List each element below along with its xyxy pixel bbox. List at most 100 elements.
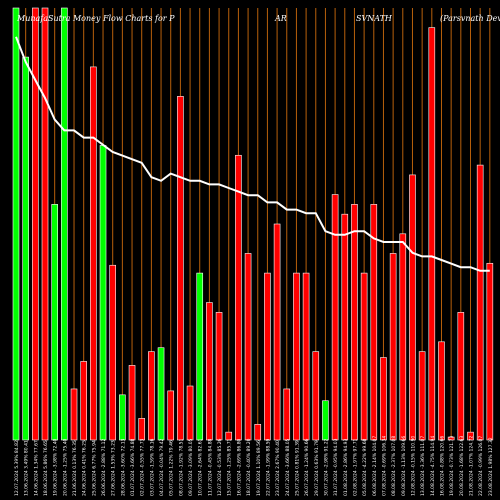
x-tick-label: 02.07.2024 -0.55% 77.73 — [140, 438, 146, 496]
x-tick-label: 19.08.2024 -0.73% 121.73 — [449, 436, 455, 496]
flow-bar — [32, 7, 39, 441]
x-tick-label: 12.07.2024 -0.53% 85.26 — [217, 438, 223, 496]
chart-title-part-2: AR — [275, 14, 287, 23]
x-tick-label: 24.07.2024 -3.66% 88.05 — [285, 438, 291, 496]
flow-bar — [99, 145, 107, 441]
x-tick-label: 04.07.2024 -0.04% 79.42 — [159, 438, 165, 496]
price-line — [15, 36, 490, 272]
x-tick-label: 20.06.2024 -1.25% 75.40 — [62, 438, 68, 496]
x-tick-label: 18.06.2024 5.86% 76.65 — [43, 440, 49, 496]
flow-bar — [264, 272, 271, 441]
x-tick-label: 27.06.2024 1.53% 73.23 — [111, 440, 117, 496]
x-tick-label: 12.08.2024 -0.15% 110.90 — [410, 436, 416, 496]
flow-bar — [22, 56, 29, 441]
flow-bar — [215, 312, 223, 441]
flow-bar — [244, 253, 252, 441]
x-tick-label: 16.07.2024 -2.69% 86.80 — [236, 438, 242, 496]
flow-bar — [273, 223, 281, 441]
x-tick-label: 11.07.2024 -0.45% 84.88 — [207, 438, 213, 496]
flow-bar — [438, 341, 445, 441]
x-tick-label: 20.08.2024 -1.68% 122.63 — [459, 436, 465, 496]
flow-bar — [12, 7, 20, 441]
flow-bar — [331, 194, 339, 441]
flow-bar — [418, 351, 426, 441]
flow-bar — [428, 27, 436, 441]
x-tick-label: 21.08.2024 -1.07% 124.72 — [468, 436, 474, 496]
x-tick-label: 24.06.2024 0.41% 76.25 — [82, 440, 88, 496]
x-tick-label: 08.07.2024 -1.92% 78.51 — [178, 438, 184, 496]
flow-bar — [457, 312, 465, 441]
chart-title-part-3: SVNATH — [356, 14, 392, 23]
x-tick-label: 07.08.2024 -0.69% 106.34 — [381, 436, 387, 496]
flow-bar — [360, 272, 368, 441]
flow-bar — [70, 388, 78, 441]
flow-bar — [476, 164, 484, 441]
flow-bar — [138, 418, 146, 441]
flow-bar — [109, 264, 116, 441]
flow-bar — [293, 272, 300, 441]
flow-bar — [61, 7, 68, 441]
x-tick-label: 22.08.2024 -0.99% 126.07 — [478, 436, 484, 496]
flow-bar — [186, 385, 194, 441]
x-tick-label: 25.07.2024 0.81% 91.39 — [294, 440, 300, 496]
x-tick-label: 15.07.2024 -1.25% 85.71 — [227, 438, 233, 496]
x-tick-label: 29.07.2024 0.63% 91.79 — [314, 440, 320, 496]
flow-bar — [90, 66, 97, 441]
x-tick-label: 25.06.2024 6.77% 75.94 — [91, 440, 97, 496]
x-tick-label: 28.06.2024 -3.60% 72.13 — [120, 438, 126, 496]
x-tick-label: 31.07.2024 -0.95% 94.03 — [333, 438, 339, 496]
x-tick-label: 06.08.2024 -2.14% 104.07 — [372, 436, 378, 496]
flow-bar — [351, 204, 358, 441]
flow-bar — [235, 154, 242, 441]
flow-bar — [283, 388, 291, 441]
x-tick-label: 09.08.2024 -1.13% 109.66 — [401, 436, 407, 496]
flow-bar — [41, 7, 49, 441]
x-tick-label: 26.07.2024 -1.24% 90.66 — [304, 438, 310, 496]
flow-bar — [302, 272, 310, 441]
flow-bar — [380, 357, 387, 441]
flow-bar — [486, 262, 494, 441]
x-tick-label: 01.08.2024 -2.86% 94.93 — [343, 438, 349, 496]
x-tick-label: 01.07.2024 -3.66% 74.88 — [130, 438, 136, 496]
x-tick-label: 19.07.2024 1.10% 89.56 — [256, 440, 262, 496]
chart-title-part-1: MunafaSutra Money Flow Charts for P — [17, 14, 175, 23]
flow-bar — [148, 351, 155, 441]
flow-bar — [225, 431, 233, 441]
x-tick-label: 30.07.2024 -2.98% 91.22 — [323, 438, 329, 496]
x-tick-label: 18.07.2024 -0.40% 89.20 — [246, 438, 252, 496]
flow-bar — [312, 351, 320, 441]
flow-bar — [370, 204, 378, 441]
x-tick-label: 19.06.2024 -3.98% 72.40 — [53, 438, 59, 496]
flow-bar — [447, 436, 455, 441]
flow-bar — [389, 253, 397, 441]
flow-bar — [167, 390, 175, 441]
x-tick-label: 26.06.2024 -2.88% 71.12 — [101, 438, 107, 496]
x-tick-label: 23.08.2024 1.98% 127.32 — [488, 437, 494, 496]
flow-bar — [51, 204, 58, 441]
x-tick-label: 05.07.2024 1.22% 79.46 — [169, 440, 175, 496]
x-tick-label: 02.08.2024 -1.97% 97.71 — [352, 438, 358, 496]
flow-bar — [206, 302, 213, 441]
x-tick-label: 05.08.2024 -4.22% 99.68 — [362, 438, 368, 496]
flow-bar — [119, 394, 126, 441]
flow-bars — [12, 7, 494, 441]
x-tick-label: 08.08.2024 -2.37% 107.08 — [391, 436, 397, 496]
flow-bar — [399, 233, 407, 441]
x-tick-label: 12.07.2024 5.39% 84.82 — [14, 440, 20, 496]
x-tick-label: 14.08.2024 -4.75% 114.94 — [430, 436, 436, 496]
x-tick-label: 09.07.2024 -3.09% 80.05 — [188, 438, 194, 496]
x-tick-label: 13.06.2024 3.49% 80.41 — [24, 440, 30, 496]
flow-bar — [196, 272, 204, 441]
flow-bar — [341, 213, 349, 441]
flow-bar — [322, 400, 329, 441]
x-tick-label: 16.08.2024 -0.88% 120.66 — [439, 436, 445, 496]
flow-bar — [254, 423, 262, 441]
flow-bar — [177, 96, 184, 441]
flow-bar — [157, 347, 165, 441]
x-tick-label: 14.06.2024 1.34% 77.67 — [33, 440, 39, 496]
x-tick-label: 03.07.2024 -1.59% 78.16 — [149, 438, 155, 496]
flow-bar — [128, 365, 136, 441]
grid-lines — [15, 8, 491, 440]
x-tick-labels: 12.07.2024 5.39% 84.82 13.06.2024 3.49% 8… — [14, 436, 494, 496]
